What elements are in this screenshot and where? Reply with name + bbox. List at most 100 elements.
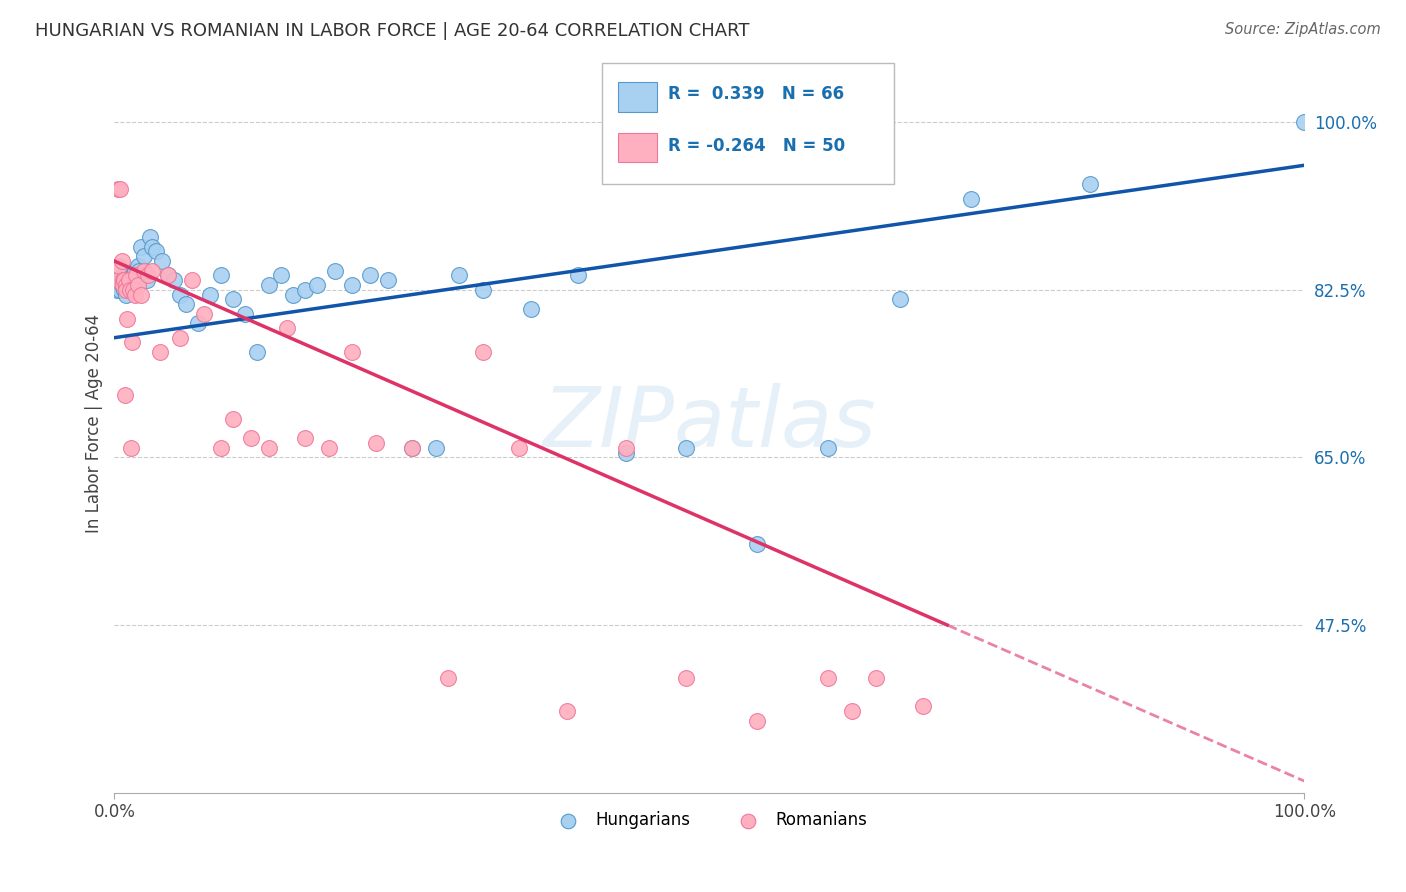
Point bbox=[127, 278, 149, 293]
Point bbox=[233, 307, 256, 321]
Point bbox=[118, 278, 141, 293]
Point bbox=[436, 671, 458, 685]
Point bbox=[281, 287, 304, 301]
Point bbox=[105, 283, 128, 297]
Point bbox=[117, 311, 139, 326]
Point bbox=[294, 283, 316, 297]
Point bbox=[359, 268, 381, 283]
Point bbox=[449, 268, 471, 283]
Point bbox=[912, 699, 935, 714]
Point bbox=[114, 273, 136, 287]
Point bbox=[401, 441, 423, 455]
Point bbox=[139, 230, 162, 244]
Point bbox=[817, 671, 839, 685]
FancyBboxPatch shape bbox=[602, 62, 894, 185]
Point bbox=[472, 345, 495, 359]
Point bbox=[169, 287, 191, 301]
Point bbox=[131, 268, 153, 283]
Point bbox=[222, 412, 245, 426]
Point bbox=[118, 283, 141, 297]
Point bbox=[180, 273, 202, 287]
Point bbox=[193, 307, 215, 321]
Point bbox=[125, 268, 148, 283]
Point bbox=[169, 331, 191, 345]
Point bbox=[366, 436, 388, 450]
Text: HUNGARIAN VS ROMANIAN IN LABOR FORCE | AGE 20-64 CORRELATION CHART: HUNGARIAN VS ROMANIAN IN LABOR FORCE | A… bbox=[35, 22, 749, 40]
Legend: Hungarians, Romanians: Hungarians, Romanians bbox=[546, 805, 873, 836]
Point bbox=[111, 273, 134, 287]
Point bbox=[115, 273, 138, 287]
Point bbox=[129, 287, 152, 301]
Point bbox=[270, 268, 292, 283]
Point bbox=[115, 278, 138, 293]
Point bbox=[110, 283, 132, 297]
Point bbox=[118, 268, 141, 283]
Point bbox=[128, 263, 150, 277]
Point bbox=[520, 301, 543, 316]
Point bbox=[124, 263, 146, 277]
Point bbox=[1294, 115, 1316, 129]
Point bbox=[257, 278, 280, 293]
Point bbox=[107, 278, 129, 293]
Point bbox=[120, 283, 142, 297]
Point bbox=[120, 441, 142, 455]
Point bbox=[125, 273, 148, 287]
Point bbox=[401, 441, 423, 455]
Point bbox=[342, 345, 364, 359]
Point bbox=[129, 240, 152, 254]
Point bbox=[425, 441, 447, 455]
Point bbox=[257, 441, 280, 455]
Point bbox=[112, 283, 135, 297]
Text: R =  0.339   N = 66: R = 0.339 N = 66 bbox=[668, 86, 844, 103]
Point bbox=[122, 283, 145, 297]
Point bbox=[108, 259, 131, 273]
Point bbox=[125, 278, 148, 293]
Point bbox=[222, 293, 245, 307]
Point bbox=[134, 249, 156, 263]
Point bbox=[294, 431, 316, 445]
Point bbox=[1078, 178, 1101, 192]
Text: ZIPatlas: ZIPatlas bbox=[543, 384, 876, 465]
Point bbox=[841, 704, 863, 718]
Point bbox=[198, 287, 221, 301]
Point bbox=[150, 254, 173, 268]
Point bbox=[675, 671, 697, 685]
Point bbox=[118, 273, 141, 287]
Point bbox=[567, 268, 589, 283]
Point bbox=[156, 268, 179, 283]
Point bbox=[318, 441, 340, 455]
Point bbox=[115, 283, 138, 297]
Point bbox=[121, 335, 143, 350]
Point bbox=[960, 192, 983, 206]
Point bbox=[342, 278, 364, 293]
Point bbox=[614, 441, 637, 455]
Y-axis label: In Labor Force | Age 20-64: In Labor Force | Age 20-64 bbox=[86, 314, 103, 533]
Point bbox=[118, 273, 141, 287]
Point bbox=[240, 431, 263, 445]
Point bbox=[107, 182, 129, 196]
Point bbox=[276, 321, 298, 335]
Point bbox=[136, 268, 159, 283]
FancyBboxPatch shape bbox=[617, 82, 657, 112]
Point bbox=[114, 278, 136, 293]
Point bbox=[211, 441, 233, 455]
Point bbox=[211, 268, 233, 283]
Point bbox=[508, 441, 530, 455]
Point bbox=[108, 278, 131, 293]
Point bbox=[110, 182, 132, 196]
Point bbox=[889, 293, 911, 307]
Point bbox=[141, 240, 163, 254]
Point bbox=[121, 268, 143, 283]
Point bbox=[141, 263, 163, 277]
Point bbox=[105, 273, 128, 287]
Point bbox=[110, 273, 132, 287]
Point bbox=[555, 704, 578, 718]
Point bbox=[305, 278, 328, 293]
Point bbox=[111, 268, 134, 283]
Point bbox=[163, 273, 186, 287]
Point bbox=[135, 273, 157, 287]
Point bbox=[145, 244, 167, 259]
Point bbox=[112, 273, 135, 287]
Point bbox=[675, 441, 697, 455]
Point bbox=[149, 345, 172, 359]
